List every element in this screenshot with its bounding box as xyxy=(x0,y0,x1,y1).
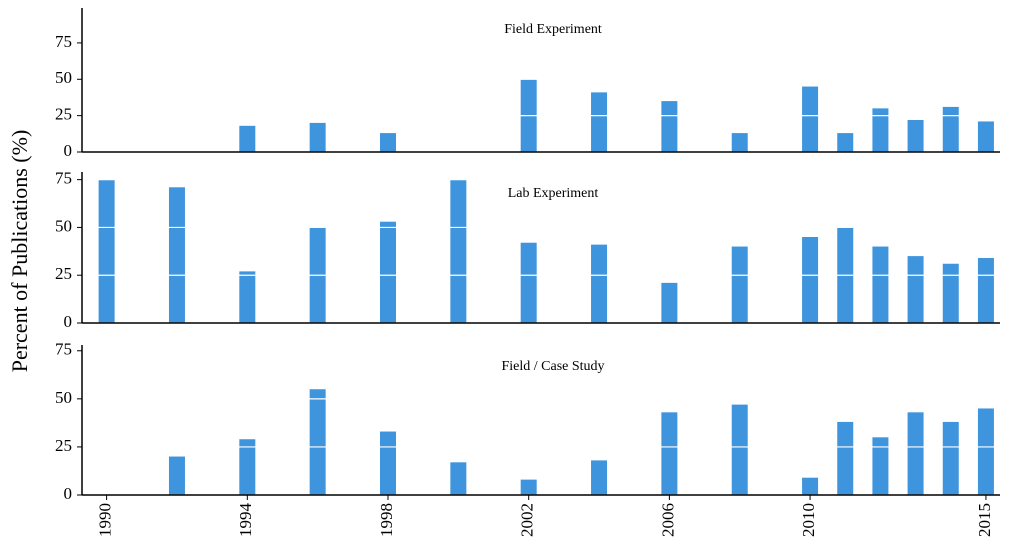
bar xyxy=(450,462,467,495)
bar xyxy=(591,92,608,152)
y-tick-label: 25 xyxy=(55,105,72,124)
bar xyxy=(661,282,678,323)
bar xyxy=(380,431,396,495)
x-tick-label: 2002 xyxy=(518,503,537,537)
bar xyxy=(872,246,889,323)
bar xyxy=(907,120,924,152)
bar xyxy=(907,256,924,323)
y-tick-label: 0 xyxy=(64,484,73,503)
y-tick-label: 50 xyxy=(55,216,72,235)
x-tick-label: 2006 xyxy=(658,503,677,537)
bar xyxy=(168,456,185,495)
bar xyxy=(802,477,819,495)
y-tick-label: 25 xyxy=(55,264,72,283)
y-tick-label: 0 xyxy=(64,141,73,160)
bar xyxy=(520,242,537,323)
y-tick-label: 75 xyxy=(55,169,72,188)
y-tick-label: 25 xyxy=(55,436,72,455)
bar xyxy=(942,421,959,495)
bar xyxy=(731,404,748,495)
bar xyxy=(942,263,959,323)
bar xyxy=(837,421,854,495)
bar xyxy=(977,258,994,323)
bar xyxy=(380,221,396,323)
y-tick-label: 50 xyxy=(55,68,72,87)
bar xyxy=(520,479,537,495)
x-tick-label: 1998 xyxy=(377,503,396,537)
panel-title: Field Experiment xyxy=(504,22,602,37)
panel-title: Field / Case Study xyxy=(501,359,604,374)
y-tick-label: 50 xyxy=(55,388,72,407)
bar xyxy=(661,101,678,152)
bar xyxy=(239,271,256,323)
x-tick-label: 2015 xyxy=(975,503,994,537)
bar xyxy=(591,460,608,495)
bar xyxy=(872,108,889,152)
bar xyxy=(450,179,467,323)
bar xyxy=(907,412,924,495)
bar xyxy=(661,412,678,495)
bar xyxy=(239,125,256,152)
bar xyxy=(837,133,854,152)
bar xyxy=(380,133,396,152)
bar xyxy=(731,133,748,152)
bar xyxy=(239,439,256,495)
bar xyxy=(977,121,994,152)
bar xyxy=(309,389,326,495)
bar xyxy=(168,187,185,323)
y-tick-label: 75 xyxy=(55,32,72,51)
x-tick-label: 1990 xyxy=(96,503,115,537)
bar xyxy=(942,106,959,152)
bar xyxy=(977,408,994,495)
bar xyxy=(802,236,819,323)
bar xyxy=(98,179,115,323)
y-tick-label: 75 xyxy=(55,340,72,359)
bar xyxy=(872,437,889,495)
y-axis-label: Percent of Publications (%) xyxy=(7,130,32,373)
bar xyxy=(802,86,819,152)
x-tick-label: 1994 xyxy=(236,503,255,538)
x-tick-label: 2010 xyxy=(799,503,818,537)
bar xyxy=(731,246,748,323)
y-tick-label: 0 xyxy=(64,312,73,331)
panel-title: Lab Experiment xyxy=(508,186,599,201)
bar xyxy=(591,244,608,323)
bar xyxy=(309,122,326,152)
